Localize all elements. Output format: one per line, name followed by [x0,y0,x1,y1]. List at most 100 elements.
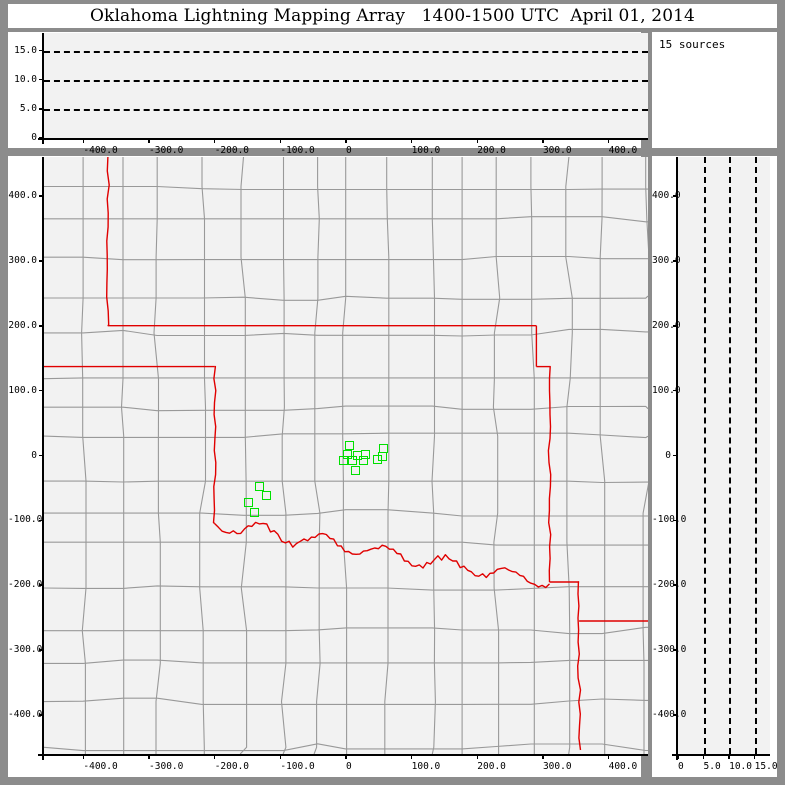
source-marker [255,482,265,492]
x-tick-mark [542,754,544,759]
source-marker [345,440,355,450]
y-tick-label: -400.0 [652,709,687,721]
x-tick-mark [345,754,347,759]
y-tick-mark [39,195,44,197]
y-tick-label: -200.0 [652,579,687,591]
y-tick-label: 200.0 [652,319,681,331]
source-marker [244,497,254,507]
y-tick-label: -100.0 [652,514,687,526]
page-title: Oklahoma Lightning Mapping Array 1400-15… [90,6,695,26]
state-boundaries [44,157,648,751]
y-tick-label: -200.0 [8,579,43,591]
y-tick-label: 200.0 [8,319,37,331]
x-tick-mark [213,754,216,759]
source-marker [262,490,272,500]
x-tick-mark [753,754,756,759]
y-tick-mark [39,108,44,110]
gridline-horizontal [44,108,648,111]
y-tick-label: 100.0 [8,384,37,396]
source-marker [373,454,382,464]
gridline-vertical [703,157,706,754]
county-boundaries [44,157,648,754]
x-tick-mark [410,138,413,143]
y-tick-mark [673,389,678,392]
source-marker [250,508,260,518]
y-tick-label: 100.0 [652,384,681,396]
gridline-vertical [754,157,757,754]
y-tick-mark [39,260,44,262]
x-tick-mark [542,138,544,143]
y-tick-label: -400.0 [8,709,43,721]
x-tick-mark [279,138,282,143]
y-tick-label: 400.0 [8,189,37,201]
y-tick-mark [39,649,44,651]
height-north-panel: 0 5.0 10.0 15.0 -400.0 -300.0 -200.0 -100.0 0 100… [652,156,778,777]
y-tick-label: 0 [31,449,37,461]
axis-spine-bottom [672,754,770,756]
axis-spine-bottom [38,754,648,756]
gridline-horizontal [44,50,648,53]
x-tick-mark [82,138,85,143]
time-height-panel: -400.0 -300.0 -200.0 -100.0 0 100.0 200.0 300.0… [8,32,648,156]
y-tick-mark [39,137,44,139]
x-tick-mark [279,754,282,759]
x-tick-mark [82,754,85,759]
basemap-svg [44,157,648,754]
height-north-plot-area [678,157,770,754]
source-count-label: 15 sources [659,38,726,51]
y-tick-mark [673,714,678,716]
y-tick-mark [673,195,678,197]
y-tick-mark [673,454,678,457]
x-tick-mark [607,138,610,143]
y-tick-mark [39,324,44,327]
source-marker [348,456,358,466]
source-marker [358,456,368,466]
y-tick-label: 300.0 [652,254,681,266]
y-tick-label: -300.0 [8,644,43,656]
x-tick-mark [677,754,679,759]
y-tick-mark [39,584,44,587]
x-tick-mark [410,754,413,759]
source-marker [338,456,348,466]
y-tick-mark [39,714,44,716]
x-tick-mark [476,754,479,759]
y-tick-mark [673,260,678,262]
x-tick-mark [148,138,150,143]
x-tick-mark [728,754,730,759]
y-tick-mark [39,519,44,522]
axis-spine-left [42,157,44,760]
figure-title-bar: Oklahoma Lightning Mapping Array 1400-15… [8,4,777,28]
y-tick-mark [39,454,44,457]
y-tick-mark [673,519,678,522]
y-tick-label: -300.0 [652,644,687,656]
y-tick-label: 300.0 [8,254,37,266]
y-tick-label: 0 [665,449,671,461]
x-tick-mark [607,754,610,759]
source-marker [361,450,371,460]
y-tick-label: 0 [31,132,37,143]
axis-spine-left [676,157,678,760]
y-tick-label: 10.0 [14,73,37,85]
source-marker [378,451,388,461]
gridline-vertical [729,157,732,754]
x-tick-mark [476,138,479,143]
time-height-plot-area [44,33,648,138]
y-tick-mark [39,78,44,81]
gridline-horizontal [44,79,648,82]
y-tick-mark [673,584,678,587]
x-tick-mark [702,754,705,759]
x-tick-mark [148,754,150,759]
axis-spine-left [42,33,44,144]
x-tick-mark [213,138,216,143]
y-tick-label: -100.0 [8,514,43,526]
axis-spine-bottom [38,138,648,140]
y-tick-label: 15.0 [14,44,37,56]
source-marker [352,451,362,460]
plan-view-plot-area [44,157,648,754]
y-tick-mark [39,389,44,392]
source-count-panel: 15 sources [652,32,777,148]
y-tick-mark [673,324,678,327]
source-marker [351,465,361,475]
y-tick-mark [673,649,678,651]
